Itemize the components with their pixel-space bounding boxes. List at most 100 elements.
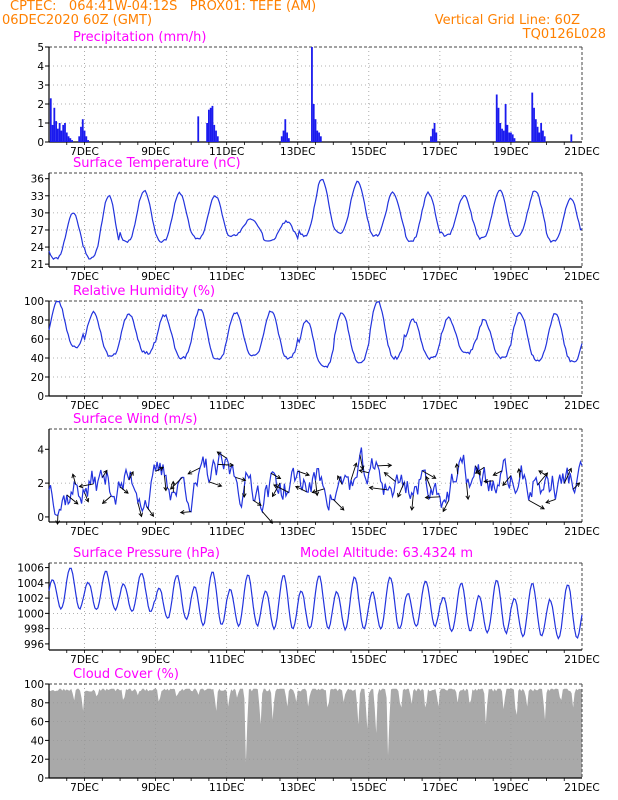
precip-bar [433, 123, 436, 142]
precip-bar [60, 130, 63, 142]
y-tick-label: 21 [31, 259, 44, 271]
wind-arrow [84, 492, 89, 503]
wind-arrow-head [103, 469, 108, 475]
wind-arrow-head [337, 475, 342, 480]
wind-arrow-head [409, 506, 415, 511]
wind-arrow-head [272, 492, 277, 498]
precip-bar [431, 128, 434, 142]
y-tick-label: 80 [31, 698, 44, 710]
y-tick-label: 1 [37, 118, 44, 130]
x-tick-label: 17DEC [422, 400, 457, 412]
precip-bar [51, 124, 54, 142]
wind-arrow [475, 466, 485, 474]
wind-arrow [180, 511, 192, 514]
wind-arrow-head [169, 485, 175, 490]
cloud-cover-area [49, 688, 582, 778]
x-tick-label: 13DEC [280, 400, 315, 412]
wind-arrow-head [516, 467, 522, 473]
y-tick-label: 2 [37, 478, 44, 490]
wind-arrow [170, 477, 183, 490]
precip-bar [56, 128, 59, 142]
precip-bar [78, 136, 81, 142]
x-tick-label: 15DEC [351, 146, 386, 158]
precip-bar [435, 132, 438, 142]
x-tick-label: 7DEC [70, 782, 99, 794]
wind-arrow-head [474, 469, 480, 474]
x-tick-label: 13DEC [280, 271, 315, 283]
panel-title-3: Relative Humidity (%) [73, 284, 215, 299]
wind-arrow-head [575, 482, 581, 487]
x-tick-label: 19DEC [493, 782, 528, 794]
precip-bar [497, 107, 500, 142]
precip-bar [49, 98, 52, 142]
y-tick-label: 5 [37, 42, 44, 54]
x-tick-label: 13DEC [280, 782, 315, 794]
wind-arrow [297, 470, 310, 476]
wind-arrow [377, 464, 392, 467]
wind-arrow-head [465, 495, 471, 501]
wind-arrow-head [311, 489, 317, 494]
wind-arrow [369, 487, 387, 491]
x-tick-label: 21DEC [564, 271, 599, 283]
x-tick-label: 21DEC [564, 146, 599, 158]
wind-arrow [425, 476, 432, 489]
precip-bar [58, 123, 61, 142]
x-tick-label: 19DEC [493, 526, 528, 538]
wind-arrow-head [268, 519, 274, 524]
x-tick-label: 19DEC [493, 400, 528, 412]
panel-title-1: Precipitation (mm/h) [73, 30, 206, 45]
wind-arrow-head [353, 462, 358, 468]
wind-arrow [545, 498, 556, 504]
precip-bar [80, 126, 82, 142]
precip-bar [53, 107, 56, 142]
wind-arrow-head [101, 499, 107, 505]
wind-arrow-head [387, 463, 393, 468]
wind-arrow [442, 500, 450, 512]
wind-arrow [518, 468, 521, 478]
y-tick-label: 40 [31, 735, 44, 747]
precip-bar [55, 121, 58, 142]
precip-bar [501, 128, 503, 142]
wind-arrow-head [73, 500, 79, 505]
wind-arrow [425, 496, 440, 499]
y-tick-label: 100 [24, 296, 44, 308]
precip-bar [284, 119, 287, 142]
wind-arrow [137, 502, 142, 517]
wind-arrow [79, 483, 94, 488]
x-tick-label: 19DEC [493, 271, 528, 283]
y-tick-label: 0 [37, 391, 44, 403]
precip-bar [287, 138, 290, 142]
wind-arrow-head [149, 512, 155, 517]
y-tick-label: 0 [37, 137, 44, 149]
y-tick-label: 36 [31, 174, 45, 186]
x-tick-label: 9DEC [141, 271, 170, 283]
humidity-line [48, 300, 583, 369]
pressure-line [48, 567, 583, 640]
y-tick-label: 1000 [17, 608, 44, 620]
wind-arrow-head [276, 474, 282, 480]
y-tick-label: 33 [31, 191, 44, 203]
precip-bar [81, 119, 84, 142]
wind-arrow-head [492, 471, 498, 476]
wind-arrow [484, 480, 494, 483]
wind-arrow-head [163, 486, 168, 492]
x-tick-label: 13DEC [280, 526, 315, 538]
precip-bar [542, 130, 544, 142]
y-tick-label: 4 [37, 444, 44, 456]
y-tick-label: 1006 [17, 563, 44, 575]
y-tick-label: 20 [31, 372, 44, 384]
y-tick-label: 996 [24, 639, 44, 651]
wind-arrow-head [216, 451, 222, 456]
x-tick-label: 21DEC [564, 654, 599, 666]
x-tick-label: 19DEC [493, 654, 528, 666]
precip-bar [311, 47, 313, 142]
precip-bar [83, 130, 86, 142]
precip-bar [65, 132, 68, 142]
wind-arrow-head [397, 492, 402, 498]
wind-arrow [337, 475, 343, 485]
x-tick-label: 21DEC [564, 400, 599, 412]
x-tick-label: 9DEC [141, 654, 170, 666]
precip-bar [543, 136, 546, 142]
x-tick-label: 11DEC [209, 782, 244, 794]
wind-arrow-head [545, 499, 551, 504]
